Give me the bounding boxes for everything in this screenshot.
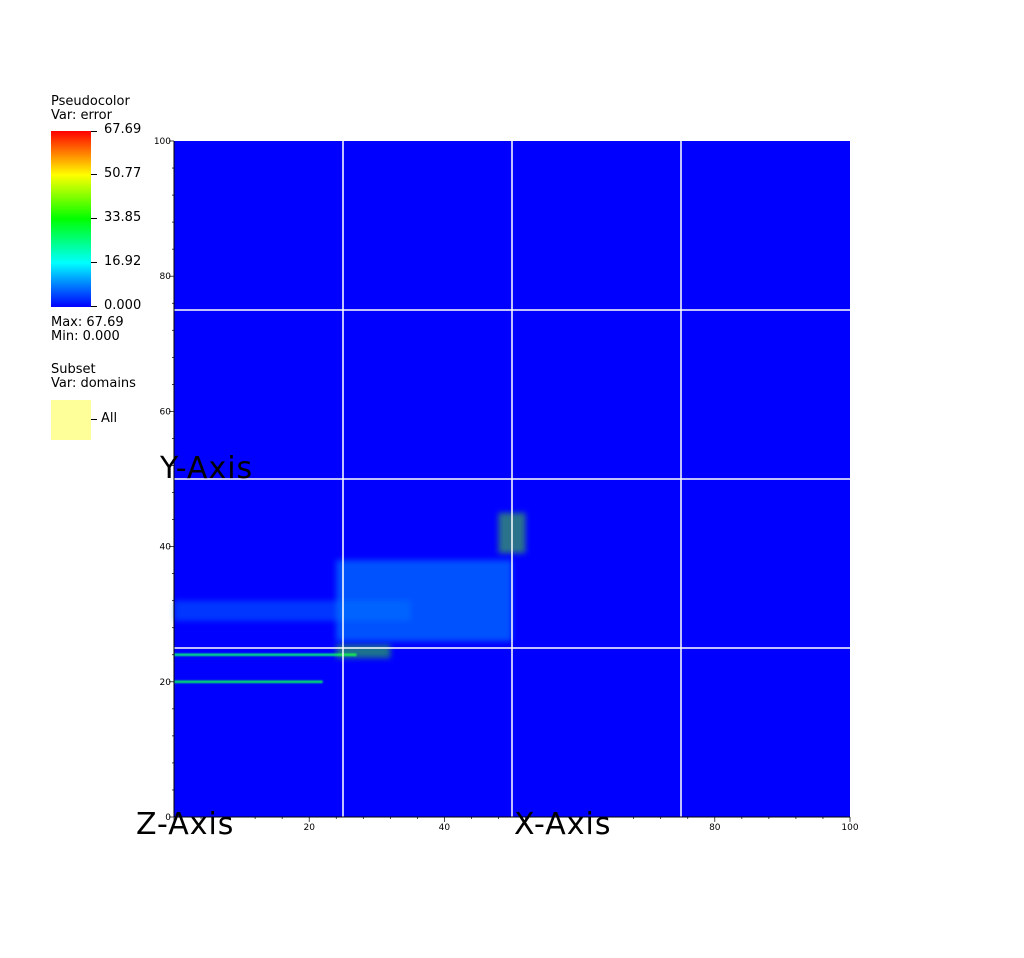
- colorbar-label: 50.77: [104, 166, 142, 181]
- colorbar-label: 33.85: [104, 210, 142, 225]
- y-tick-label: 60: [160, 407, 172, 417]
- legend-var-label: Var: error: [51, 108, 112, 123]
- z-axis-title: Z-Axis: [136, 807, 235, 842]
- colorbar-tick: [91, 174, 97, 175]
- y-tick-label: 0: [165, 813, 171, 823]
- subset-item-all: All: [101, 411, 118, 426]
- x-tick-label: 40: [439, 823, 451, 833]
- colorbar: [51, 131, 91, 307]
- colorbar-tick: [91, 306, 97, 307]
- colorbar-tick: [91, 131, 97, 132]
- y-tick-label: 100: [154, 137, 171, 147]
- x-axis-title: X-Axis: [514, 807, 612, 842]
- legend-min: Min: 0.000: [51, 329, 120, 344]
- error-feature: [174, 600, 411, 621]
- x-tick-label: 20: [303, 823, 315, 833]
- error-feature: [174, 680, 323, 684]
- colorbar-tick: [91, 262, 97, 263]
- colorbar-label-min: 0.000: [104, 298, 142, 313]
- error-feature: [174, 653, 357, 657]
- legend-plot-type: Pseudocolor: [51, 94, 130, 109]
- y-tick-label: 40: [160, 543, 172, 553]
- colorbar-tick: [91, 218, 97, 219]
- y-axis-title: Y-Axis: [160, 451, 254, 486]
- y-tick-label: 80: [160, 272, 172, 282]
- subset-var: Var: domains: [51, 376, 136, 391]
- subset-title: Subset: [51, 362, 96, 377]
- x-tick-label: 80: [709, 823, 721, 833]
- subset-swatch: [51, 400, 91, 440]
- subset-tick: [91, 419, 97, 420]
- error-feature: [336, 644, 391, 659]
- axis-ticks: 20 40 80 100 0 20 40 60 80 100: [154, 137, 859, 833]
- grid-lines: [174, 141, 850, 817]
- axes: [173, 141, 850, 818]
- x-tick-label: 100: [841, 823, 858, 833]
- legend-max: Max: 67.69: [51, 315, 124, 330]
- colorbar-label-max: 67.69: [104, 122, 142, 137]
- colorbar-label: 16.92: [104, 254, 142, 269]
- y-tick-label: 20: [160, 678, 172, 688]
